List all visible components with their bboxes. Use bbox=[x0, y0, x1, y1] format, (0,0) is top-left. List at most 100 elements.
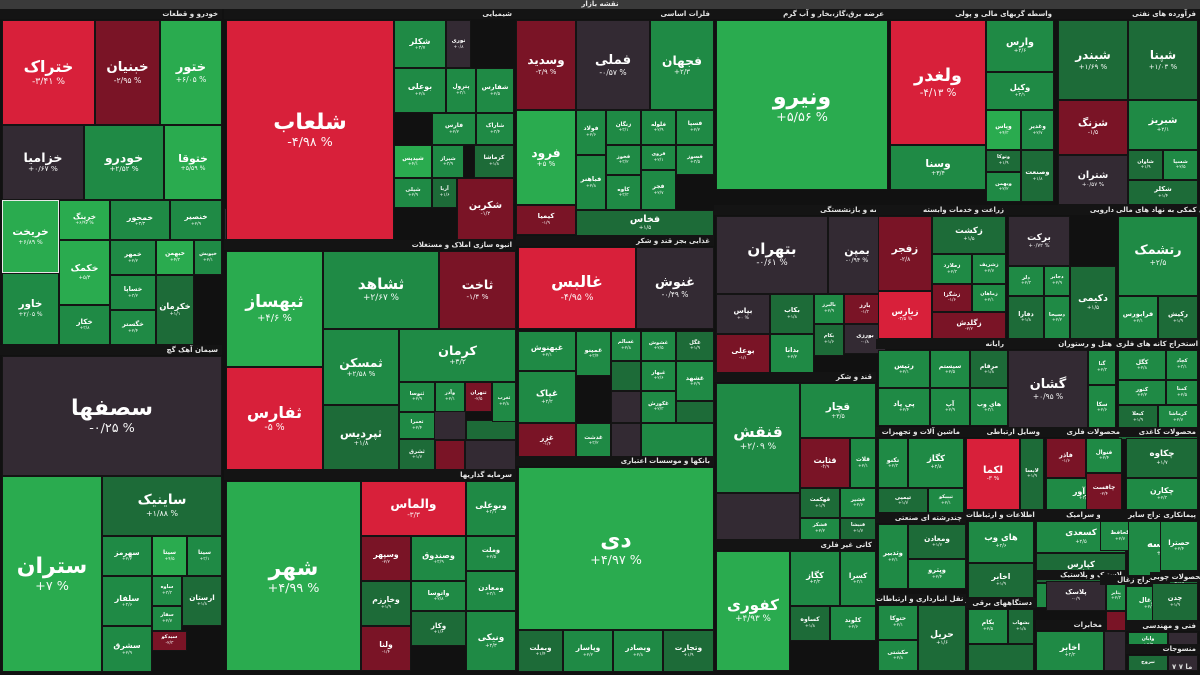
stock-tile[interactable]: وتدبیر +۲/۱ bbox=[878, 524, 908, 589]
stock-tile[interactable]: قهکمت +۱/۹ bbox=[800, 488, 840, 518]
stock-tile[interactable]: فارس +۲/۲ bbox=[432, 113, 476, 145]
stock-tile[interactable]: خمهر +۲/۲ bbox=[110, 240, 156, 275]
stock-tile[interactable]: بکام +۱/۶ bbox=[814, 324, 844, 356]
stock-tile[interactable]: کسرا +۳/۱ bbox=[840, 551, 876, 606]
stock-tile[interactable]: کرمان +۳/۲ bbox=[399, 329, 516, 382]
stock-tile[interactable]: فخوز +۳/۲ bbox=[606, 145, 641, 175]
stock-tile[interactable]: زشریف +۲/۷ bbox=[972, 254, 1006, 284]
stock-tile[interactable]: شکلر +۱/۴ bbox=[1128, 180, 1198, 205]
stock-tile[interactable]: شاراک +۳/۴ bbox=[476, 113, 514, 145]
stock-tile[interactable]: غبهنوش +۲/۱ bbox=[518, 331, 576, 371]
stock-tile[interactable]: بپاس +۰ % bbox=[716, 294, 770, 334]
stock-tile[interactable]: وسنا +۳/۴ bbox=[890, 145, 986, 190]
stock-tile[interactable]: غالبس -۴/۹۵ % bbox=[518, 247, 636, 329]
stock-tile[interactable]: شکربن -۱/۲ bbox=[457, 178, 514, 240]
stock-tile[interactable]: غگل +۱/۹ bbox=[676, 331, 714, 361]
stock-tile[interactable]: حکشتی +۲/۸ bbox=[878, 640, 918, 671]
stock-tile[interactable]: غزر -۱/۴ bbox=[518, 423, 576, 458]
stock-tile[interactable]: غدشت +۳/۲ bbox=[576, 423, 611, 458]
stock-tile[interactable]: وکار +۱/۶ bbox=[411, 611, 466, 646]
stock-tile[interactable]: کنور +۲/۲ bbox=[1118, 380, 1166, 405]
stock-tile[interactable]: قثابت -۲/۹ bbox=[800, 438, 850, 488]
stock-tile[interactable]: خبهمن +۴/۳ bbox=[156, 240, 194, 275]
stock-tile[interactable]: خگستر +۲/۴ bbox=[110, 310, 156, 345]
stock-tile[interactable]: زملارد +۲/۳ bbox=[932, 254, 972, 284]
stock-tile[interactable]: فملی -۰/۵۷ % bbox=[576, 20, 650, 110]
stock-tile[interactable]: سیدکو -۲/۳ bbox=[152, 631, 187, 651]
stock-tile[interactable]: قلات +۲/۱ bbox=[850, 438, 876, 488]
stock-tile[interactable]: آپ +۲/۹ bbox=[930, 388, 970, 426]
stock-tile[interactable]: لابسا +۱/۹ bbox=[1020, 438, 1044, 510]
stock-tile[interactable]: ارستان +۱/۸ bbox=[182, 576, 222, 626]
stock-tile[interactable]: قشیر +۲/۶ bbox=[840, 488, 876, 518]
stock-tile[interactable]: شیراز +۳/۹ bbox=[432, 145, 464, 178]
stock-tile[interactable]: خودرو +۲/۵۲ % bbox=[84, 125, 164, 200]
stock-tile[interactable]: ثتهران -۲/۵ bbox=[465, 382, 492, 412]
stock-tile[interactable]: وصندوق +۲/۹ bbox=[411, 536, 466, 581]
stock-tile[interactable]: وارس +۲/۶ bbox=[986, 20, 1054, 72]
stock-tile[interactable]: رکیش +۱/۹ bbox=[1158, 296, 1198, 339]
stock-tile[interactable]: گنا +۲/۳ bbox=[1088, 350, 1116, 385]
stock-tile[interactable]: فسپا +۲/۲ bbox=[676, 110, 714, 145]
stock-tile[interactable]: کلوند +۲/۶ bbox=[830, 606, 876, 641]
stock-tile[interactable]: حریل +۱/۶ bbox=[918, 605, 966, 671]
stock-tile[interactable]: شپدیس +۴/۱ bbox=[394, 145, 432, 178]
stock-tile[interactable]: وبملت +۱/۴ bbox=[518, 630, 563, 672]
stock-tile[interactable]: شفارس +۲/۵ bbox=[476, 68, 514, 113]
stock-tile[interactable]: والماس -۳/۳ bbox=[361, 481, 466, 536]
stock-tile[interactable]: فاذر -۱/۶ bbox=[1046, 438, 1086, 478]
stock-tile[interactable]: وتوکا +۱/۹ bbox=[986, 150, 1021, 172]
stock-tile[interactable]: کفوری +۴/۹۳ % bbox=[716, 551, 790, 671]
stock-tile[interactable]: زنگان +۳/۱ bbox=[606, 110, 641, 145]
stock-tile[interactable]: خریخت +۶/۸۹ % bbox=[2, 200, 59, 273]
stock-tile[interactable]: زگلدش -۲/۲ bbox=[932, 312, 1006, 339]
stock-tile[interactable]: غشهد +۲/۹ bbox=[676, 361, 714, 401]
stock-tile[interactable]: فباهنر +۲/۸ bbox=[576, 155, 606, 210]
stock-tile[interactable]: فرود +۵ % bbox=[516, 110, 576, 205]
stock-tile[interactable]: دجابر +۲/۹ bbox=[1044, 266, 1070, 296]
stock-tile[interactable]: فلوله +۲/۹ bbox=[641, 110, 676, 145]
stock-tile[interactable]: وکیل +۳/۱ bbox=[986, 72, 1054, 110]
stock-tile[interactable]: ثغرب +۲/۸ bbox=[492, 382, 516, 422]
stock-tile[interactable]: خساپا +۳/۲ bbox=[110, 275, 156, 310]
stock-tile[interactable]: شهر +۴/۹۹ % bbox=[226, 481, 361, 671]
stock-tile[interactable]: وسدید -۲/۹ % bbox=[516, 20, 576, 110]
stock-tile[interactable]: بالبرز +۲/۹ bbox=[814, 294, 844, 324]
stock-tile[interactable]: پلاسک -۰/۹ bbox=[1046, 581, 1106, 611]
stock-tile[interactable]: غمینو +۳/۴ bbox=[576, 331, 611, 376]
stock-tile[interactable]: دی +۴/۹۷ % bbox=[518, 467, 714, 630]
stock-tile[interactable]: سلفار +۲/۶ bbox=[102, 576, 152, 626]
stock-tile[interactable]: گشان +۰/۹۵ % bbox=[1008, 350, 1088, 430]
stock-tile[interactable]: غنوش -۰/۴۹ % bbox=[636, 247, 714, 329]
stock-tile[interactable]: وپترو +۲/۴ bbox=[908, 559, 966, 589]
stock-tile[interactable]: کساوه +۱/۸ bbox=[790, 606, 830, 641]
stock-tile[interactable]: بوعلی -۱/۱ bbox=[716, 334, 770, 374]
stock-tile[interactable]: پتایر +۲/۳ bbox=[1106, 581, 1126, 611]
stock-tile[interactable]: سیتا +۳/۱ bbox=[187, 536, 222, 576]
stock-tile[interactable]: ختراک -۳/۴۱ % bbox=[2, 20, 95, 125]
stock-tile[interactable]: شپنا +۱/۰۳ % bbox=[1128, 20, 1198, 100]
stock-tile[interactable]: چافست -۲/۴ bbox=[1086, 473, 1122, 510]
stock-tile[interactable]: کگاز +۲/۲ bbox=[790, 551, 840, 606]
stock-tile[interactable]: خبنیان -۲/۹۵ % bbox=[95, 20, 160, 125]
stock-tile[interactable]: وخارزم +۱/۹ bbox=[361, 581, 411, 626]
stock-tile[interactable]: شاوان +۱/۹ bbox=[1128, 150, 1163, 180]
stock-tile[interactable]: خمحور +۳/۳ bbox=[110, 200, 170, 240]
stock-tile[interactable]: وصنعت +۱/۸ bbox=[1021, 150, 1054, 202]
stock-tile[interactable]: ثشاهد +۲/۶۷ % bbox=[323, 251, 439, 329]
stock-tile[interactable]: فسوز +۳/۵ bbox=[676, 145, 714, 175]
stock-tile[interactable]: بشهاب +۱/۸ bbox=[1008, 609, 1034, 644]
stock-tile[interactable]: رتشمک +۲/۵ bbox=[1118, 216, 1198, 296]
stock-tile[interactable]: تیپیکو +۲/۱ bbox=[928, 488, 964, 513]
stock-tile[interactable]: وملت +۲/۵ bbox=[466, 536, 516, 571]
stock-tile[interactable]: ولغدر -۴/۱۳ % bbox=[890, 20, 986, 145]
stock-tile[interactable]: پی پاد +۲/۴ bbox=[878, 388, 930, 426]
stock-tile[interactable]: خکرمان +۱/۱ bbox=[156, 275, 194, 345]
stock-tile[interactable]: قشکر +۲/۲ bbox=[800, 518, 840, 540]
stock-tile[interactable]: ثبهساز +۴/۶ % bbox=[226, 251, 323, 367]
stock-tile[interactable]: زماهان +۲/۱ bbox=[972, 284, 1006, 312]
stock-tile[interactable]: ثنوسا +۲/۹ bbox=[399, 382, 435, 412]
stock-tile[interactable]: تپمپی +۱/۷ bbox=[878, 488, 928, 513]
stock-tile[interactable]: وپاس +۴/۳ bbox=[986, 110, 1021, 150]
stock-tile[interactable]: خپویش +۲/۱ bbox=[194, 240, 222, 275]
